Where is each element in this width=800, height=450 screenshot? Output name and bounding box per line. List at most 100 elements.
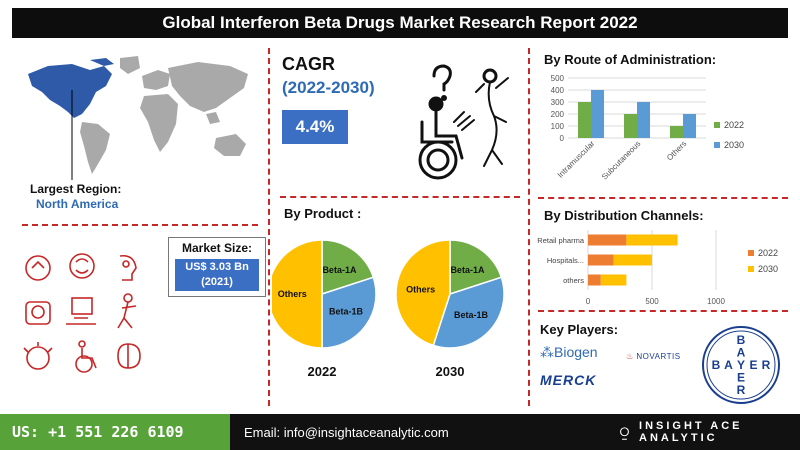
wheelchair-neuron-illustration xyxy=(418,64,509,180)
bar-2022-retail-pharma xyxy=(588,234,627,246)
x-tick-label: 1000 xyxy=(707,297,725,306)
pie-slice-beta-1a xyxy=(449,239,503,296)
legend-label-2030: 2030 xyxy=(758,264,778,274)
brain-alert-icon xyxy=(23,342,53,370)
market-size-value: US$ 3.03 Bn (2021) xyxy=(175,259,259,291)
bayer-vertical-letter: B xyxy=(737,333,746,347)
y-tick-label: 200 xyxy=(551,110,565,119)
legend-swatch-2030 xyxy=(714,142,720,148)
key-players-heading: Key Players: xyxy=(540,322,619,337)
biogen-logo-text: Biogen xyxy=(554,344,598,360)
biogen-mark-icon: ⁂ xyxy=(540,344,554,360)
y-tick-label: 500 xyxy=(551,74,565,83)
pie-label: Beta-1A xyxy=(450,265,485,275)
bayer-horizontal-letter: E xyxy=(749,358,757,372)
pie-slice-beta-1b xyxy=(321,276,377,349)
pie-label: Others xyxy=(406,284,435,294)
bar-2030-others xyxy=(600,274,627,286)
report-title: Global Interferon Beta Drugs Market Rese… xyxy=(12,8,788,38)
bayer-horizontal-letter: B xyxy=(712,358,721,372)
divider-right-bottom xyxy=(538,310,788,312)
legend-swatch-2030 xyxy=(748,266,754,272)
y-tick-label: Hospitals... xyxy=(547,256,584,265)
pie-slice-beta-1b xyxy=(432,276,505,349)
brain-icon xyxy=(117,343,141,369)
bayer-vertical-letter: R xyxy=(737,383,746,397)
bayer-horizontal-letter: R xyxy=(762,358,771,372)
world-map xyxy=(28,56,248,180)
legend-label-2022: 2022 xyxy=(758,248,778,258)
novartis-logo: ♨ NOVARTIS xyxy=(626,352,681,361)
novartis-logo-text: NOVARTIS xyxy=(636,352,681,361)
brand-name-text: INSIGHT ACE ANALYTIC xyxy=(639,420,743,444)
legend-label-2022: 2022 xyxy=(724,120,744,130)
contact-email: Email: info@insightaceanalytic.com xyxy=(244,424,449,440)
bar-2022-hospitals- xyxy=(588,254,614,266)
divider-middle-horizontal xyxy=(280,196,520,198)
legend-swatch-2022 xyxy=(714,122,720,128)
patient-monitor-icon xyxy=(66,297,96,325)
x-tick-label: 0 xyxy=(586,297,591,306)
bar-2022-subcutaneous xyxy=(624,114,637,138)
mri-scanner-icon xyxy=(25,301,51,325)
brand-logo-icon: ⍜ xyxy=(620,423,630,441)
y-tick-label: Retail pharma xyxy=(537,236,585,245)
product-heading: By Product : xyxy=(284,206,362,221)
north-america-region xyxy=(28,64,112,118)
bar-2030-others xyxy=(683,114,696,138)
brand-name: ⍜ INSIGHT ACE ANALYTIC xyxy=(620,414,800,450)
pie-slice-others xyxy=(395,239,451,347)
product-pie-charts: Beta-1A Beta-1B Others 2022 Beta-1A Beta-1B Ot… xyxy=(272,239,505,379)
pie-label: Others xyxy=(278,289,307,299)
wheelchair-icon xyxy=(75,340,97,373)
y-tick-label: others xyxy=(563,276,584,285)
pie-label: Beta-1B xyxy=(454,310,489,320)
x-tick-label: Others xyxy=(665,139,688,162)
route-bar-chart: 0 100 200 300 400 500 Intramuscular Subcutaneou… xyxy=(551,74,744,182)
distribution-bar-chart: 0 500 1000 Retail pharma Hospitals... others 2… xyxy=(537,230,778,306)
y-tick-label: 300 xyxy=(551,98,565,107)
pie-year-label: 2022 xyxy=(308,364,337,379)
market-size-box: Market Size: US$ 3.03 Bn (2021) xyxy=(168,237,266,297)
head-neurons-icon xyxy=(25,255,51,281)
merck-logo: MERCK xyxy=(540,372,597,388)
legend-label-2030: 2030 xyxy=(724,140,744,150)
cagr-value: 4.4% xyxy=(282,110,348,144)
y-tick-label: 400 xyxy=(551,86,565,95)
bayer-horizontal-letter: A xyxy=(724,358,733,372)
y-tick-label: 0 xyxy=(560,134,565,143)
divider-right-top xyxy=(538,197,788,199)
largest-region-value: North America xyxy=(36,197,119,211)
brain-faces-icon xyxy=(69,253,95,279)
divider-left-horizontal xyxy=(22,224,258,226)
bayer-vertical-letter: E xyxy=(737,371,745,385)
y-tick-label: 100 xyxy=(551,122,565,131)
pie-label: Beta-1B xyxy=(329,306,364,316)
distribution-heading: By Distribution Channels: xyxy=(544,208,704,223)
bar-2022-intramuscular xyxy=(578,102,591,138)
divider-left xyxy=(268,48,270,406)
novartis-flame-icon: ♨ xyxy=(626,352,634,361)
bayer-horizontal-letter: Y xyxy=(737,358,745,372)
largest-region-label: Largest Region: xyxy=(30,182,122,196)
bar-2030-subcutaneous xyxy=(637,102,650,138)
bar-2030-retail-pharma xyxy=(626,234,678,246)
x-tick-label: Intramuscular xyxy=(556,139,597,180)
pie-label: Beta-1A xyxy=(322,265,357,275)
divider-right xyxy=(528,48,530,406)
biogen-logo: ⁂Biogen xyxy=(540,344,598,361)
bar-2022-others xyxy=(670,126,683,138)
head-profile-icon xyxy=(119,254,137,281)
bayer-vertical-letter: A xyxy=(737,346,746,360)
x-tick-label: Subcutaneous xyxy=(600,139,643,182)
pie-slice-beta-1a xyxy=(321,239,375,296)
market-size-label: Market Size: xyxy=(181,241,253,255)
injured-person-icon xyxy=(117,293,137,329)
bar-2022-others xyxy=(588,274,601,286)
legend-swatch-2022 xyxy=(748,250,754,256)
cagr-period: (2022-2030) xyxy=(282,78,375,97)
bar-2030-hospitals- xyxy=(613,254,652,266)
medical-icon-grid xyxy=(23,253,141,373)
question-mark-icon xyxy=(432,64,452,92)
